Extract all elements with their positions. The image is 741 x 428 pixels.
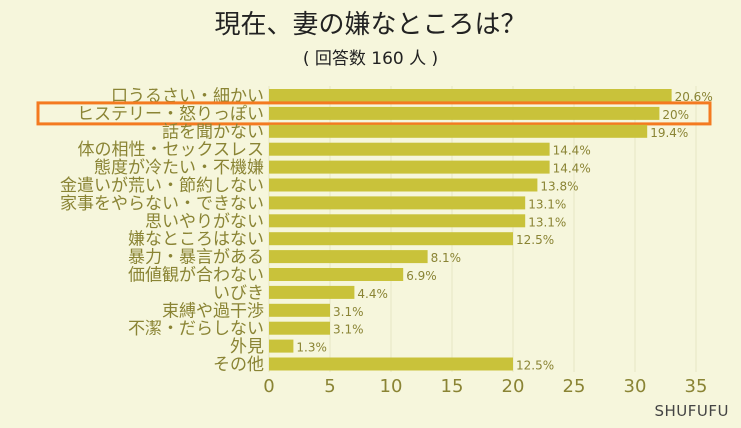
x-tick-label: 15 — [441, 376, 464, 397]
bar — [269, 106, 660, 120]
category-label: 価値観が合わない — [128, 266, 264, 286]
bar — [269, 178, 538, 192]
data-label: 13.1% — [528, 197, 566, 211]
category-label: 家事をやらない・できない — [60, 194, 264, 214]
data-label: 3.1% — [333, 323, 364, 337]
bar — [269, 124, 648, 138]
category-label: 思いやりがない — [145, 212, 264, 232]
data-label: 19.4% — [650, 126, 688, 140]
bar — [269, 268, 404, 281]
data-label: 20.6% — [675, 90, 713, 104]
bar — [269, 232, 513, 246]
bar — [269, 339, 294, 353]
data-label: 1.3% — [296, 341, 327, 355]
bar — [269, 303, 330, 317]
data-label: 13.1% — [528, 215, 566, 229]
bar — [269, 160, 550, 174]
data-label: 14.4% — [553, 162, 591, 176]
data-label: 12.5% — [516, 233, 554, 247]
x-tick-label: 5 — [324, 376, 335, 397]
data-label: 4.4% — [357, 287, 388, 301]
bar — [269, 321, 330, 335]
data-label: 8.1% — [431, 251, 462, 265]
category-label: 暴力・暴言がある — [128, 248, 264, 268]
category-label: 不潔・だらしない — [128, 319, 264, 339]
chart-title: 現在、妻の嫌なところは？ — [214, 10, 527, 40]
bar — [269, 196, 526, 210]
category-label: 話を聞かない — [162, 122, 264, 142]
bar — [269, 214, 526, 228]
bar — [269, 89, 672, 102]
x-tick-label: 25 — [563, 376, 586, 397]
bar — [269, 250, 428, 264]
data-label: 12.5% — [516, 359, 554, 373]
data-label: 13.8% — [540, 180, 578, 194]
category-label: 外見 — [230, 337, 264, 357]
category-label: ヒステリー・怒りっぽい — [77, 104, 264, 124]
category-label: 態度が冷たい・不機嫌 — [94, 158, 264, 178]
x-tick-label: 30 — [624, 376, 647, 397]
data-label: 14.4% — [553, 144, 591, 158]
category-label: いびき — [213, 283, 264, 303]
data-label: 20% — [662, 108, 689, 122]
category-label: その他 — [213, 355, 264, 375]
x-tick-label: 20 — [502, 376, 525, 397]
data-label: 6.9% — [406, 269, 437, 283]
brand-logo: SHUFUFU — [654, 402, 729, 420]
x-tick-label: 35 — [685, 376, 708, 397]
highlight-box — [36, 101, 712, 126]
bar — [269, 142, 550, 156]
category-label: 束縛や過干渉 — [162, 301, 264, 321]
category-label: 嫌なところはない — [128, 230, 264, 250]
x-tick-label: 0 — [263, 376, 274, 397]
x-tick-label: 10 — [380, 376, 403, 397]
category-label: 金遣いが荒い・節約しない — [60, 176, 264, 196]
data-label: 3.1% — [333, 305, 364, 319]
bar — [269, 285, 355, 299]
chart-subtitle: ( 回答数 160 人 ) — [302, 49, 439, 69]
bar — [269, 357, 513, 371]
category-label: 体の相性・セックスレス — [78, 140, 265, 160]
